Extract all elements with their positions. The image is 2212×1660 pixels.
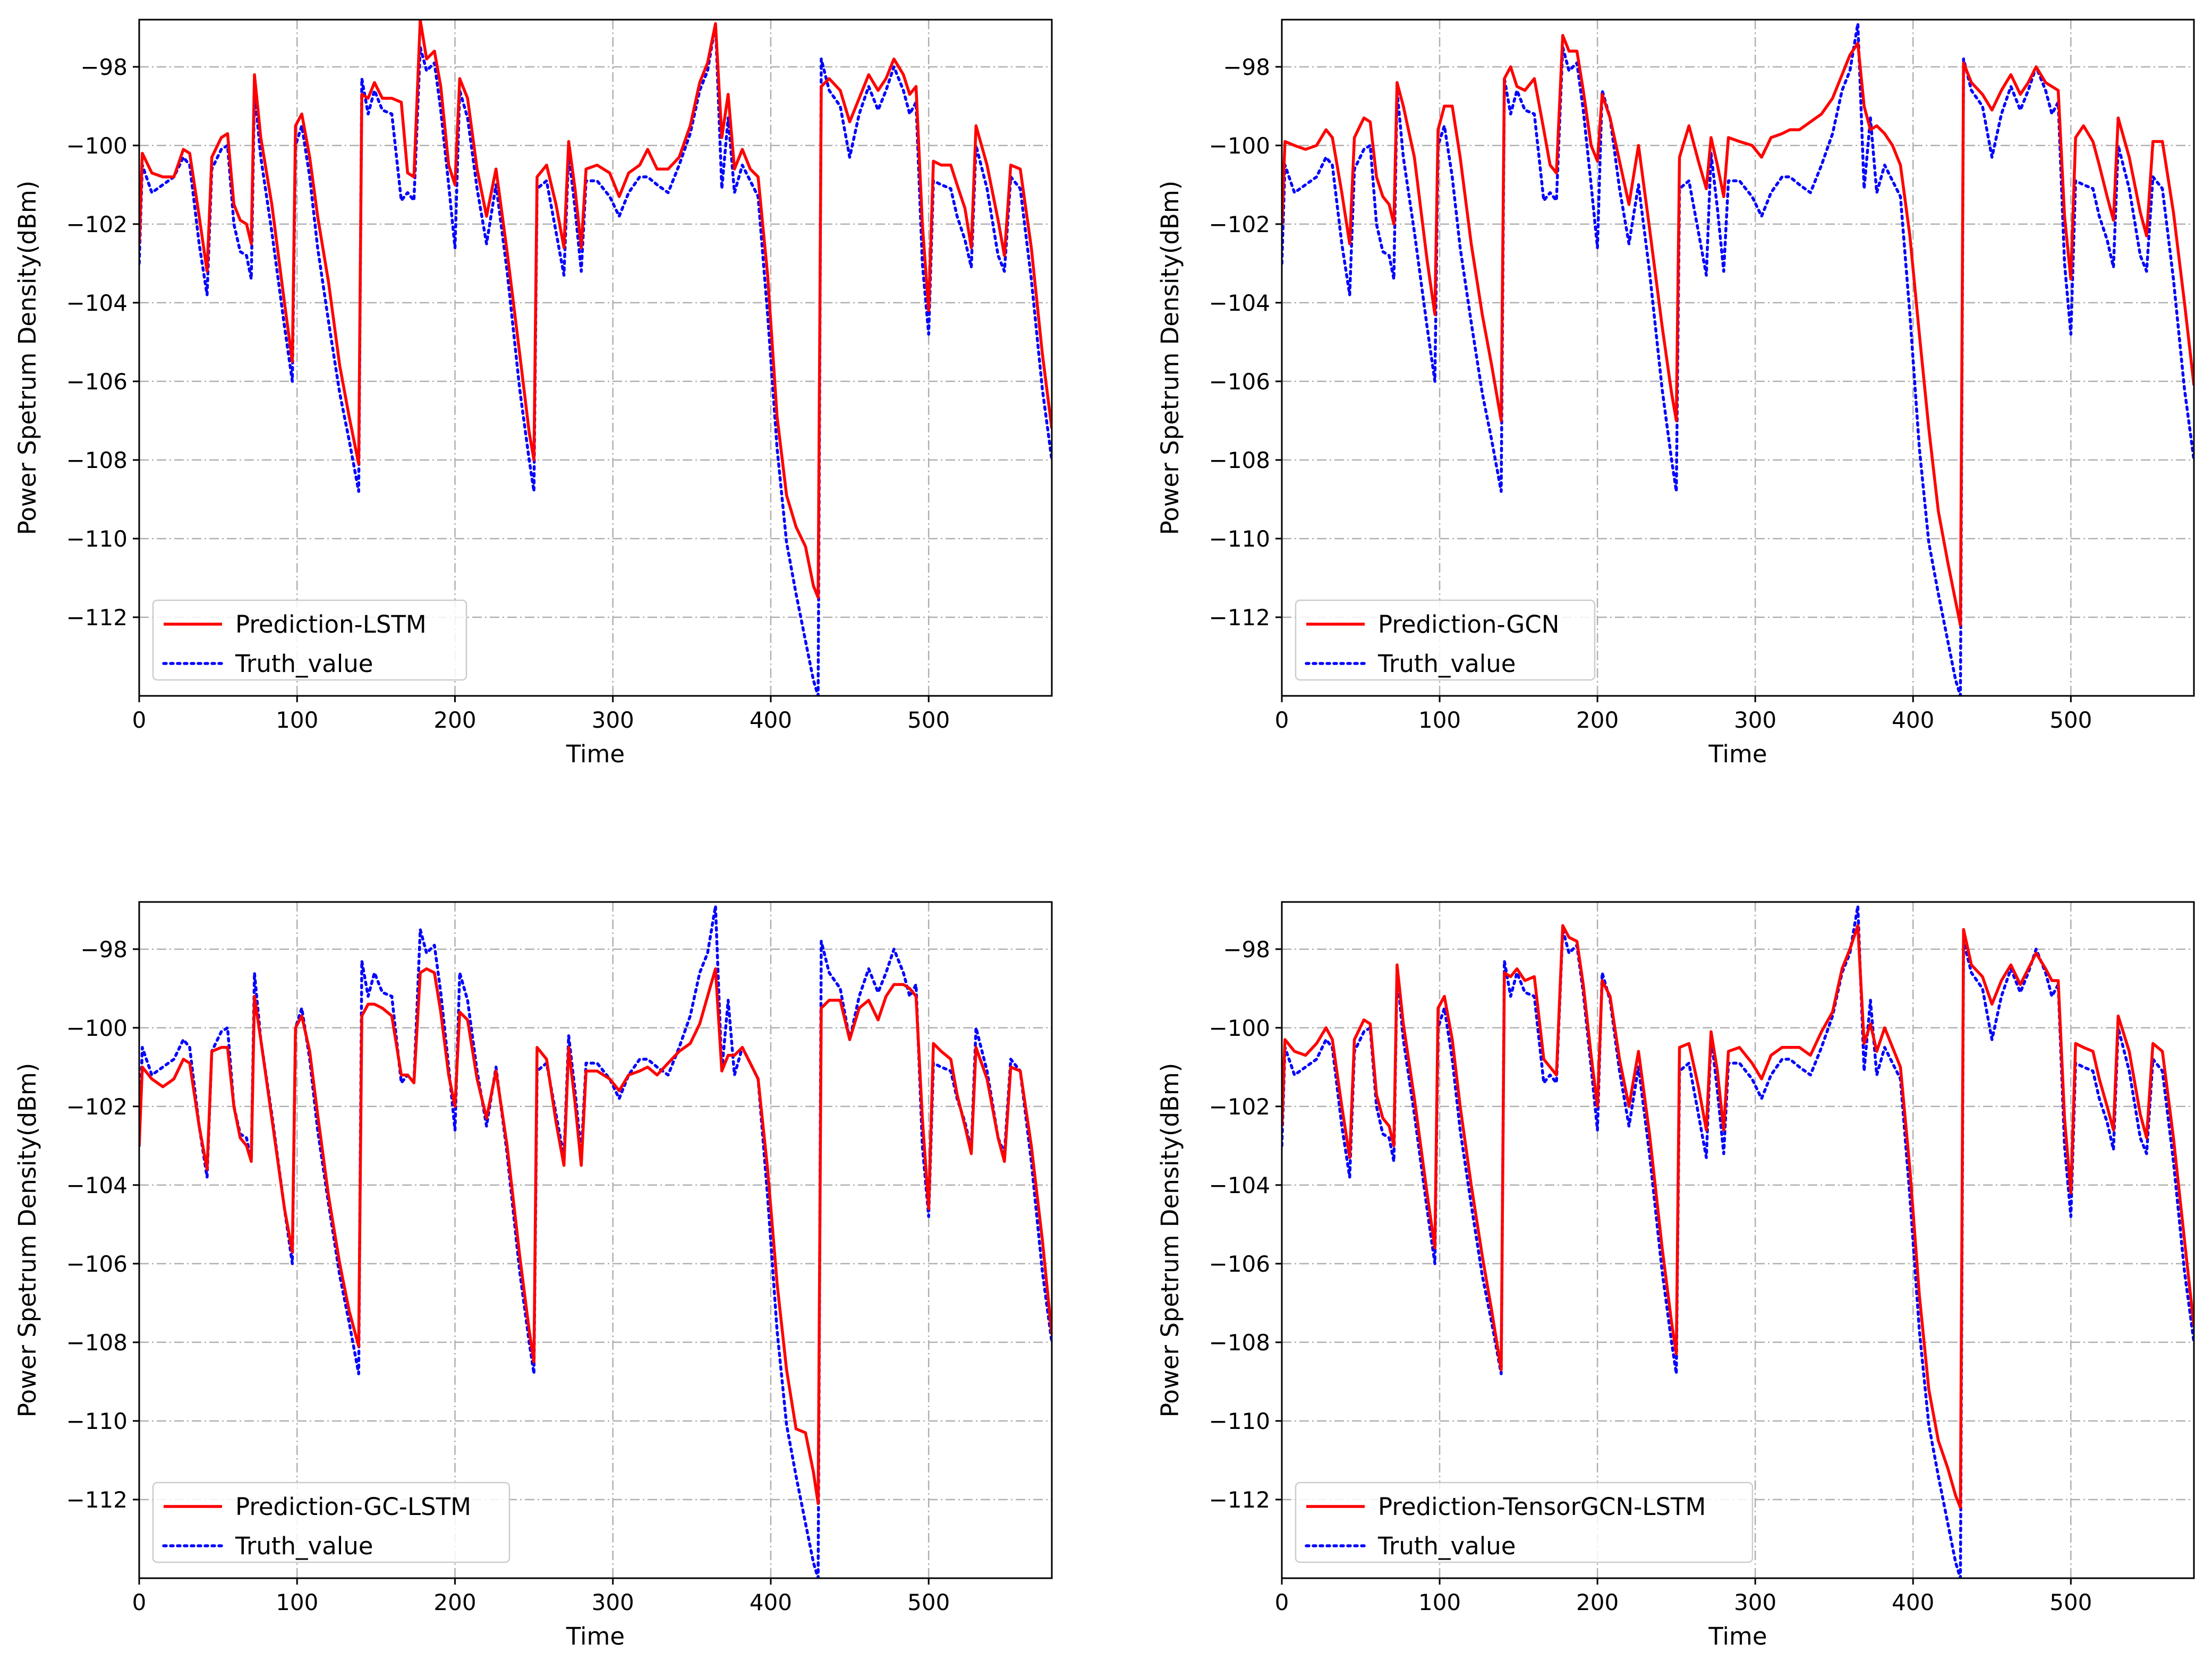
y-tick-label: −106	[66, 1251, 127, 1277]
legend: Prediction-LSTM Truth_value	[152, 599, 467, 681]
legend-label: Truth_value	[235, 1532, 373, 1560]
y-tick-label: −100	[1209, 1015, 1270, 1041]
y-tick-label: −110	[1209, 526, 1270, 552]
legend-box	[1295, 1482, 1754, 1563]
y-tick-label: −100	[66, 133, 127, 159]
y-tick-label: −108	[66, 447, 127, 473]
y-tick-label: −108	[66, 1330, 127, 1356]
axes-frame	[1281, 901, 2195, 1579]
legend: Prediction-TensorGCN-LSTM Truth_value	[1295, 1482, 1754, 1563]
y-tick-label: −110	[66, 1408, 127, 1434]
x-tick-label: 500	[2049, 1589, 2092, 1615]
legend: Prediction-GC-LSTM Truth_value	[152, 1482, 511, 1563]
y-axis-label: Power Spetrum Density(dBm)	[1156, 1063, 1184, 1417]
x-tick-label: 500	[2049, 707, 2092, 733]
prediction-series-line	[139, 20, 1052, 599]
y-tick-label: −104	[66, 290, 127, 316]
x-tick-label: 100	[276, 1589, 318, 1615]
y-tick-label: −112	[1209, 605, 1270, 631]
y-axis-label: Power Spetrum Density(dBm)	[1156, 181, 1184, 535]
x-tick-label: 400	[750, 707, 792, 733]
legend: Prediction-GCN Truth_value	[1295, 599, 1596, 681]
x-tick-label: 400	[750, 1589, 792, 1615]
x-tick-label: 400	[1892, 707, 1934, 733]
y-tick-label: −102	[1209, 211, 1270, 237]
x-tick-label: 500	[907, 707, 950, 733]
chart-panel-4: 0 100 200 300 400 500 −98 −100 −102 −104 −106 −108 −…	[1156, 901, 2195, 1650]
legend-label: Truth_value	[1377, 1532, 1516, 1560]
x-tick-label: 400	[1892, 1589, 1934, 1615]
x-tick-label: 300	[1734, 1589, 1776, 1615]
y-tick-label: −112	[1209, 1487, 1270, 1513]
x-axis-label: Time	[566, 740, 625, 768]
y-tick-label: −98	[1223, 937, 1270, 963]
y-tick-label: −106	[1209, 369, 1270, 395]
x-tick-label: 100	[276, 707, 318, 733]
x-axis-label: Time	[1708, 1622, 1767, 1650]
prediction-series-line	[139, 967, 1052, 1505]
legend-box	[1295, 599, 1596, 681]
truth-series-line	[1282, 904, 2194, 1578]
x-tick-label: 0	[1275, 707, 1289, 733]
y-tick-label: −106	[66, 369, 127, 395]
x-tick-label: 300	[1734, 707, 1776, 733]
y-tick-label: −110	[1209, 1408, 1270, 1434]
x-tick-label: 100	[1418, 707, 1461, 733]
axes-frame	[1281, 19, 2195, 697]
prediction-series-line	[1282, 924, 2194, 1509]
legend-label: Truth_value	[1377, 650, 1516, 678]
legend-label: Prediction-GCN	[1378, 610, 1559, 639]
prediction-series-line	[1282, 33, 2194, 627]
y-tick-label: −104	[1209, 1172, 1270, 1198]
truth-series-line	[1282, 22, 2194, 696]
chart-panel-3: 0 100 200 300 400 500 −98 −100 −102 −104 −106 −108 −…	[13, 901, 1053, 1650]
legend-label: Prediction-LSTM	[235, 610, 427, 639]
x-tick-label: 300	[592, 707, 634, 733]
y-tick-label: −104	[66, 1172, 127, 1198]
legend-label: Prediction-TensorGCN-LSTM	[1378, 1493, 1706, 1521]
y-tick-label: −98	[80, 54, 127, 80]
y-tick-label: −100	[66, 1015, 127, 1041]
y-tick-label: −106	[1209, 1251, 1270, 1277]
legend-box	[152, 1482, 511, 1563]
y-tick-label: −108	[1209, 447, 1270, 473]
y-tick-label: −102	[66, 211, 127, 237]
y-tick-label: −112	[66, 1487, 127, 1513]
legend-label: Truth_value	[235, 650, 373, 678]
legend-box	[152, 599, 467, 681]
axes-frame	[138, 901, 1053, 1579]
x-tick-label: 0	[1275, 1589, 1289, 1615]
y-tick-label: −102	[66, 1094, 127, 1120]
y-tick-label: −112	[66, 605, 127, 631]
y-axis-label: Power Spetrum Density(dBm)	[13, 1063, 41, 1417]
x-tick-label: 0	[132, 1589, 147, 1615]
axes-frame	[138, 19, 1053, 697]
x-tick-label: 100	[1418, 1589, 1461, 1615]
x-tick-label: 500	[907, 1589, 950, 1615]
legend-label: Prediction-GC-LSTM	[235, 1493, 471, 1521]
y-tick-label: −110	[66, 526, 127, 552]
chart-panel-1: 0 100 200 300 400 500 −98 −100 −102 −104 −106 −108 −…	[13, 19, 1053, 768]
x-tick-label: 200	[433, 1589, 476, 1615]
y-tick-label: −108	[1209, 1330, 1270, 1356]
y-tick-label: −98	[80, 937, 127, 963]
y-axis-label: Power Spetrum Density(dBm)	[13, 181, 41, 535]
x-tick-label: 0	[132, 707, 147, 733]
chart-panel-2: 0 100 200 300 400 500 −98 −100 −102 −104 −106 −108 −…	[1156, 19, 2195, 768]
x-tick-label: 300	[592, 1589, 634, 1615]
y-tick-label: −100	[1209, 133, 1270, 159]
x-axis-label: Time	[1708, 740, 1767, 768]
truth-series-line	[139, 22, 1052, 696]
x-axis-label: Time	[566, 1622, 625, 1650]
y-tick-label: −98	[1223, 54, 1270, 80]
x-tick-label: 200	[433, 707, 476, 733]
y-tick-label: −104	[1209, 290, 1270, 316]
x-tick-label: 200	[1576, 1589, 1619, 1615]
y-tick-label: −102	[1209, 1094, 1270, 1120]
x-tick-label: 200	[1576, 707, 1619, 733]
